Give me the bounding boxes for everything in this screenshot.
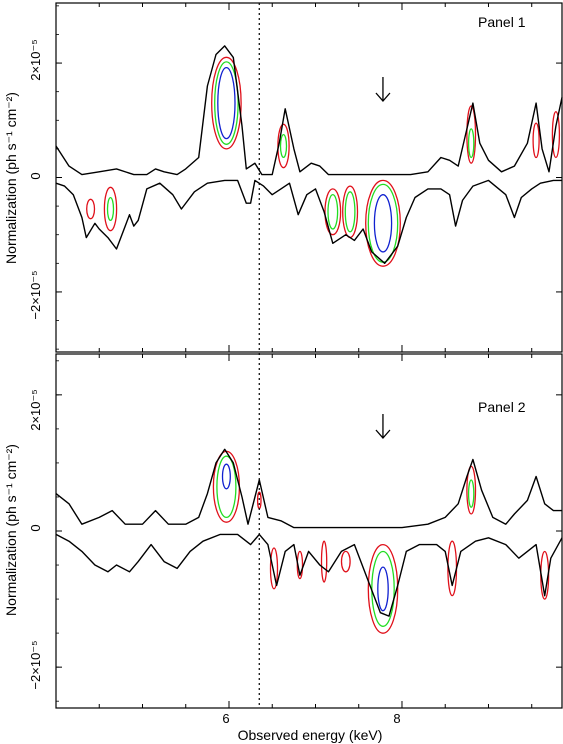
contour-outer-1-10 [103, 186, 118, 232]
x-axis: 6 8 Observed energy (keV) [222, 711, 400, 743]
x-axis-title: Observed energy (keV) [238, 727, 383, 743]
xtick-8: 8 [393, 711, 400, 726]
panel-1: Panel 1 Normalization (ph s⁻¹ cm⁻²) 2×10… [3, 2, 563, 353]
panel-1-lower-envelope [55, 179, 562, 264]
panel-1-label: Panel 1 [478, 14, 526, 30]
panel-1-marks [55, 3, 563, 352]
panel-1-ylabel: Normalization (ph s⁻¹ cm⁻²) [3, 92, 19, 264]
panel-1-upper-envelope [55, 45, 563, 176]
contour-middle-1-1 [214, 61, 239, 145]
panel-1-ytick-0: 0 [28, 172, 43, 179]
contour-middle-1-6 [467, 128, 475, 159]
panel-2-marks [55, 354, 563, 708]
contour-middle-2-1 [216, 455, 237, 519]
contour-outer-2-10 [367, 543, 399, 634]
contour-middle-1-4 [279, 133, 288, 159]
panel-2-upper-envelope [55, 448, 562, 529]
panel-1-ytick-2e-5: 2×10⁻⁵ [28, 39, 43, 81]
contour-middle-2-5 [467, 479, 475, 508]
contour-middle-1-11 [106, 196, 115, 222]
contour-outer-1-3 [277, 123, 290, 169]
contour-outer-1-8 [551, 111, 561, 159]
contour-middle-1-13 [327, 193, 339, 230]
contour-outer-2-8 [320, 540, 328, 583]
panel-2: Panel 2 Normalization (ph s⁻¹ cm⁻²) 2×10… [3, 353, 563, 709]
panel-2-ytick-neg2e-5: −2×10⁻⁵ [28, 640, 43, 689]
contour-outer-2-6 [269, 547, 279, 590]
xtick-6: 6 [222, 711, 229, 726]
contour-outer-1-5 [466, 105, 477, 164]
contour-outer-1-12 [324, 188, 342, 236]
contour-outer-1-16 [365, 179, 401, 267]
contour-outer-1-9 [86, 198, 96, 220]
contour-inner-2-2 [221, 463, 231, 490]
panel-1-frame [55, 2, 563, 353]
contour-middle-1-15 [344, 191, 356, 233]
contour-inner-1-18 [373, 194, 393, 253]
contour-middle-1-17 [367, 183, 399, 263]
contour-outer-1-7 [532, 122, 540, 159]
contour-middle-2-11 [371, 550, 395, 627]
panel-1-ytick-neg2e-5: −2×10⁻⁵ [28, 270, 43, 319]
contour-outer-1-0 [211, 56, 242, 150]
contour-inner-1-2 [217, 66, 236, 140]
panel-2-ytick-2e-5: 2×10⁻⁵ [28, 389, 43, 431]
panel-2-ylabel: Normalization (ph s⁻¹ cm⁻²) [3, 444, 19, 616]
panel-2-arrow-head [375, 429, 391, 439]
panel-2-lower-envelope [55, 533, 563, 617]
panel-2-label: Panel 2 [478, 399, 526, 415]
contour-outer-2-9 [340, 550, 351, 573]
contour-inner-2-12 [377, 566, 389, 612]
panel-1-arrow-head [375, 92, 391, 102]
panel-2-ytick-0: 0 [28, 524, 43, 531]
